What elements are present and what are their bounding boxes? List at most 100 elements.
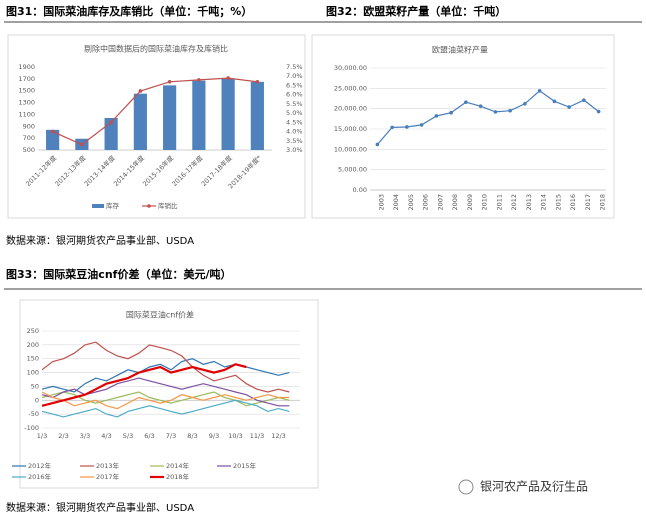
watermark: 银河农产品及衍生品 <box>480 480 588 494</box>
marker <box>523 101 527 106</box>
y-tick-label: 30,000.00 <box>334 64 367 72</box>
marker <box>138 89 143 93</box>
line <box>41 377 290 407</box>
x-tick-label: 8/3 <box>187 432 197 440</box>
legend-label: 2015年 <box>233 461 257 470</box>
x-tick-label: 2004 <box>392 194 400 211</box>
bar <box>163 85 177 150</box>
y2-tick-label: 5.5% <box>286 100 303 108</box>
chart-frame <box>19 299 319 489</box>
line <box>376 90 599 145</box>
source: 数据来源：银河期货农产品事业部、USDA <box>6 236 195 247</box>
x-tick-label: 7/3 <box>166 432 176 440</box>
bar <box>192 80 206 150</box>
chart-frame <box>311 34 615 219</box>
legend-label: 2013年 <box>96 461 120 470</box>
marker <box>478 104 483 109</box>
y-tick-label: 1500 <box>18 87 35 95</box>
y-tick-label: 1100 <box>18 110 35 118</box>
legend-label: 2012年 <box>28 461 52 470</box>
y2-tick-label: 4.5% <box>286 118 303 126</box>
y2-tick-label: 3.0% <box>286 146 303 154</box>
x-tick-label: 2018 <box>599 194 607 211</box>
marker <box>390 125 394 130</box>
y2-tick-label: 6.0% <box>286 91 303 99</box>
chart-title: 国际菜豆油cnf价差 <box>126 310 194 320</box>
y-tick-label: 5,000.00 <box>338 166 367 174</box>
line <box>41 341 290 393</box>
x-tick-label: 1/3 <box>37 432 47 440</box>
bar <box>250 81 264 150</box>
x-tick-label: 2007 <box>436 194 444 211</box>
marker <box>552 99 557 104</box>
bar <box>221 78 235 150</box>
marker <box>596 109 601 114</box>
marker <box>582 98 586 102</box>
x-tick-label: 5/3 <box>123 432 133 440</box>
y-tick-label: 250 <box>27 327 39 335</box>
y2-tick-label: 6.5% <box>286 81 303 89</box>
bar <box>104 117 118 150</box>
caption: 图33：国际菜豆油cnf价差（单位：美元/吨） <box>6 268 232 281</box>
marker <box>405 125 409 129</box>
y2-tick-label: 5.0% <box>286 109 303 117</box>
y-tick-label: 15,000.00 <box>334 125 367 133</box>
marker <box>50 129 55 134</box>
marker <box>419 123 424 127</box>
bar <box>46 129 60 150</box>
x-tick-label: 2016 <box>569 194 577 211</box>
y-tick-label: 500 <box>23 146 35 154</box>
x-tick-label: 12/3 <box>271 432 286 440</box>
y-tick-label: -100 <box>24 424 39 432</box>
y-tick-label: 10,000.00 <box>334 145 367 153</box>
caption: 图32：欧盟菜籽产量（单位：千吨） <box>326 5 507 18</box>
x-tick-label: 10/3 <box>228 432 243 440</box>
x-tick-label: 9/3 <box>209 432 219 440</box>
marker <box>449 110 453 115</box>
marker <box>567 105 571 109</box>
line <box>52 77 258 146</box>
y-tick-label: 20,000.00 <box>334 105 367 113</box>
line <box>41 363 247 407</box>
y-tick-label: 25,000.00 <box>334 84 367 92</box>
y-tick-label: 900 <box>23 122 35 130</box>
legend-swatch <box>92 204 104 208</box>
marker <box>109 120 113 125</box>
chart-title: 欧盟油菜籽产量 <box>432 45 488 55</box>
legend-label: 2014年 <box>166 461 190 470</box>
legend-label: 库销比 <box>158 201 178 210</box>
x-tick-label: 2009 <box>466 194 474 211</box>
x-tick-label: 2003 <box>377 194 385 211</box>
y-tick-label: 200 <box>27 341 39 349</box>
line <box>41 399 290 418</box>
marker <box>508 108 512 113</box>
x-tick-label: 2012 <box>510 194 518 211</box>
y2-tick-label: 4.0% <box>286 128 303 136</box>
line <box>41 391 290 410</box>
x-tick-label: 2013 <box>525 194 533 211</box>
x-tick-label: 2011 <box>495 194 503 211</box>
x-tick-label: 2/3 <box>58 432 68 440</box>
y-tick-label: 50 <box>31 382 39 390</box>
legend-marker <box>147 204 151 208</box>
y-tick-label: 1300 <box>18 99 35 107</box>
source: 数据来源：银河期货农产品事业部、USDA <box>6 503 195 514</box>
legend-label: 2018年 <box>166 472 190 481</box>
y-tick-label: 1900 <box>18 63 35 71</box>
marker <box>434 114 439 118</box>
x-tick-label: 2005 <box>407 194 415 211</box>
y2-tick-label: 3.5% <box>286 137 303 145</box>
y-tick-label: 0.00 <box>353 186 367 194</box>
y-tick-label: -50 <box>28 410 39 418</box>
x-tick-label: 2014 <box>540 194 548 211</box>
x-tick-label: 2008 <box>451 194 459 211</box>
marker <box>197 78 201 82</box>
x-tick-label: 6/3 <box>144 432 154 440</box>
chart-title: 剔除中国数据后的国际菜油库存及库销比 <box>84 44 228 54</box>
legend-label: 库存 <box>106 201 120 210</box>
x-tick-label: 4/3 <box>101 432 111 440</box>
logo-icon <box>458 479 474 495</box>
bar <box>133 93 147 150</box>
